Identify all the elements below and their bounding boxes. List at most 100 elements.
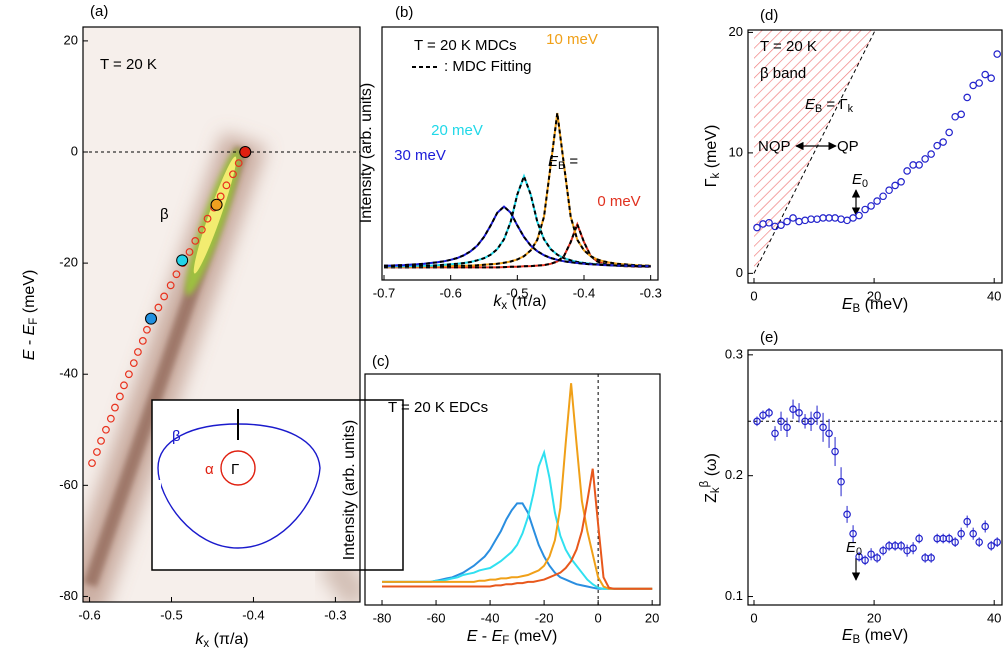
point	[934, 142, 940, 148]
x-tick-label: -0.7	[373, 285, 395, 300]
x-axis-label-part: E	[842, 296, 853, 313]
annotation: : MDC Fitting	[444, 58, 532, 75]
y-axis-label-part: (meV)	[21, 270, 38, 318]
point	[958, 111, 964, 117]
y-tick-label: 20	[64, 32, 78, 47]
series-label: 10 meV	[546, 31, 598, 48]
y-tick-label: -60	[59, 477, 78, 492]
point	[778, 222, 784, 228]
y-axis-label-part: F	[28, 318, 40, 325]
y-axis-label: Intensity (arb. units)	[358, 83, 375, 224]
curve	[382, 453, 652, 589]
point	[898, 179, 904, 185]
y-axis-label-part: Z	[703, 493, 720, 503]
point	[940, 139, 946, 145]
x-axis-label: EB (meV)	[842, 627, 908, 646]
annotation-part: B	[815, 103, 822, 115]
curve	[384, 207, 651, 267]
x-axis-label-part: E	[467, 628, 478, 645]
panel-label: (e)	[760, 329, 778, 346]
point	[796, 218, 802, 224]
y-axis-label: Γk (meV)	[703, 125, 722, 188]
point	[928, 151, 934, 157]
annotation: E0	[852, 171, 868, 190]
x-tick-label: -40	[481, 610, 500, 625]
plot-frame	[748, 350, 1002, 605]
point	[886, 187, 892, 193]
y-axis-label-part: E	[21, 349, 38, 360]
x-tick-label: -0.5	[160, 607, 182, 622]
x-axis-label-part: (meV)	[860, 296, 908, 313]
point	[994, 51, 1000, 57]
fit-curve	[384, 207, 651, 267]
y-axis-label-part: E	[21, 324, 38, 335]
x-tick-label: 20	[645, 610, 659, 625]
y-tick-label: 0.3	[725, 346, 743, 361]
y-tick-label: 0.2	[725, 467, 743, 482]
y-axis-label-part: (meV)	[703, 125, 720, 173]
point	[904, 168, 910, 174]
y-tick-label: -40	[59, 366, 78, 381]
y-tick-label: -20	[59, 255, 78, 270]
curve	[384, 224, 651, 267]
x-tick-label: 40	[987, 288, 1001, 303]
point	[874, 198, 880, 204]
x-tick-label: -60	[427, 610, 446, 625]
panel-label: (d)	[760, 7, 778, 24]
x-axis-label-part: (meV)	[509, 628, 557, 645]
x-axis-label-part: -	[477, 628, 491, 645]
point	[211, 199, 222, 210]
annotation-part: k	[848, 103, 854, 115]
figure: (a)-0.6-0.5-0.4-0.3-80-60-40-20020T = 20…	[0, 0, 1004, 660]
annotation-part: 0	[856, 546, 862, 558]
curve	[382, 469, 652, 589]
point	[240, 147, 251, 158]
annotation: Γ	[231, 461, 239, 478]
annotation-part: 0	[862, 178, 868, 190]
y-tick-label: 20	[729, 24, 743, 39]
x-axis-label-part: E	[842, 627, 853, 644]
annotation-part: B	[558, 160, 565, 172]
annotation: T = 20 K EDCs	[388, 399, 488, 416]
point	[784, 218, 790, 224]
y-tick-label: 0	[71, 143, 78, 158]
curve	[384, 176, 651, 266]
x-tick-label: -0.3	[324, 607, 346, 622]
x-axis-label-part: F	[502, 635, 509, 647]
panel-label: (b)	[395, 4, 413, 21]
point	[146, 313, 157, 324]
point	[862, 206, 868, 212]
y-axis-label-part: Γ	[703, 178, 720, 187]
x-tick-label: 0	[595, 610, 602, 625]
annotation: T = 20 K MDCs	[414, 37, 517, 54]
x-axis-label-part: (π/a)	[507, 293, 546, 310]
annotation-part: =	[565, 153, 578, 170]
annotation: β	[172, 428, 181, 445]
point	[838, 216, 844, 222]
fit-curve	[384, 113, 651, 267]
series-label: 0 meV	[597, 193, 640, 210]
series-label: 20 meV	[431, 122, 483, 139]
annotation: T = 20 K	[760, 38, 817, 55]
x-axis-label-part: (meV)	[860, 627, 908, 644]
point	[946, 129, 952, 135]
x-tick-label: 40	[987, 610, 1001, 625]
x-tick-label: 20	[867, 610, 881, 625]
point	[988, 75, 994, 81]
x-tick-label: -0.6	[439, 285, 461, 300]
annotation: α	[205, 461, 214, 478]
x-tick-label: -80	[373, 610, 392, 625]
y-tick-label: 10	[729, 144, 743, 159]
x-tick-label: 0	[750, 610, 757, 625]
point	[982, 71, 988, 77]
annotation: QP	[837, 138, 859, 155]
point	[177, 255, 188, 266]
x-axis-label-part: E	[492, 628, 503, 645]
x-axis-label: kx (π/a)	[493, 293, 546, 312]
point	[802, 217, 808, 223]
y-axis-label: Zkβ (ω)	[699, 453, 722, 503]
y-axis-label-part: (ω)	[703, 453, 720, 481]
y-tick-label: 0	[736, 265, 743, 280]
x-tick-label: -20	[535, 610, 554, 625]
y-axis-label: E - EF (meV)	[21, 270, 40, 361]
